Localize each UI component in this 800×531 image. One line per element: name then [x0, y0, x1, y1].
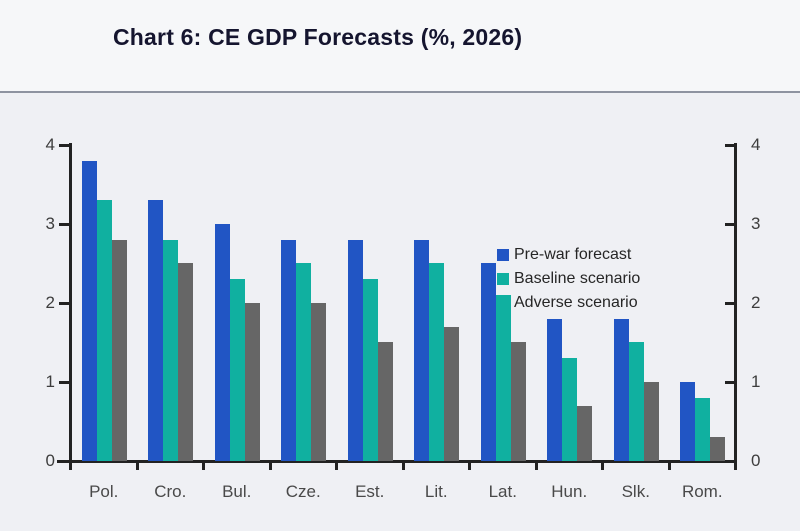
chart-bar: [296, 263, 311, 461]
x-axis: [57, 460, 737, 463]
x-tick: [667, 460, 671, 470]
x-tick: [534, 460, 538, 470]
legend-item: Baseline scenario: [497, 267, 640, 291]
chart-bar: [244, 303, 260, 461]
y-tick-right: [725, 460, 737, 463]
x-tick: [268, 460, 272, 470]
x-category-label: Pol.: [89, 482, 119, 501]
legend-label: Adverse scenario: [514, 294, 638, 311]
y-tick-label-left: 3: [45, 214, 55, 233]
chart-area: Pre-war forecast Baseline scenario Adverse…: [0, 93, 800, 531]
legend-item: Pre-war forecast: [497, 243, 640, 267]
chart-bar: [643, 382, 659, 461]
chart-bar: [613, 319, 629, 461]
y-tick-right: [725, 223, 737, 226]
chart-title: Chart 6: CE GDP Forecasts (%, 2026): [113, 24, 523, 50]
y-tick-right: [725, 381, 737, 384]
chart-bar: [362, 279, 378, 461]
x-tick: [135, 460, 139, 470]
chart-bar: [377, 342, 393, 461]
chart-bar: [96, 200, 112, 461]
chart-bar: [347, 240, 363, 461]
chart-bar: [429, 263, 444, 461]
chart-bar: [562, 358, 577, 461]
x-category-label: Cze.: [285, 482, 321, 501]
y-tick-label-left: 4: [45, 135, 55, 154]
x-category-label: Lat.: [488, 482, 517, 501]
x-tick: [335, 460, 338, 470]
x-tick: [734, 460, 737, 470]
x-tick: [202, 460, 205, 470]
y-tick-left: [58, 460, 71, 463]
y-tick-label-right: 4: [751, 135, 761, 154]
chart-bar: [111, 240, 127, 461]
legend-swatch: [497, 273, 509, 285]
y-tick-left: [58, 381, 71, 384]
chart-bar: [680, 382, 695, 461]
y-tick-left: [58, 144, 71, 147]
legend-item: Adverse scenario: [497, 291, 640, 315]
chart-bar: [628, 342, 644, 461]
chart-bar: [229, 279, 245, 461]
legend-label: Pre-war forecast: [514, 246, 632, 263]
chart-bar: [547, 319, 562, 461]
x-tick: [468, 460, 471, 470]
chart-header: Chart 6: CE GDP Forecasts (%, 2026): [0, 0, 800, 91]
x-category-label: Slk.: [621, 482, 650, 501]
y-tick-label-left: 1: [45, 372, 55, 391]
chart-bar: [495, 295, 511, 461]
chart-bar: [577, 406, 592, 461]
y-tick-label-right: 2: [751, 293, 761, 312]
chart-bar: [480, 263, 496, 461]
y-tick-label-left: 0: [45, 451, 55, 470]
chart-bar: [444, 327, 459, 461]
y-axis-right: [734, 143, 737, 470]
chart-legend: Pre-war forecast Baseline scenario Adverse…: [497, 243, 640, 315]
x-category-label: Lit.: [424, 482, 448, 501]
x-category-label: Rom.: [681, 482, 723, 501]
chart-bar: [214, 224, 230, 461]
chart-bar: [148, 200, 163, 461]
y-tick-left: [58, 223, 71, 226]
y-axis-left: [69, 143, 72, 470]
chart-bar: [163, 240, 178, 461]
y-tick-right: [725, 302, 737, 305]
chart-bar: [695, 398, 710, 461]
legend-swatch: [497, 249, 509, 261]
y-tick-label-right: 3: [751, 214, 761, 233]
chart-bar: [510, 342, 526, 461]
y-tick-label-left: 2: [45, 293, 55, 312]
x-tick: [601, 460, 604, 470]
chart-bar: [178, 263, 193, 461]
y-tick-right: [725, 144, 737, 147]
chart-bar: [414, 240, 429, 461]
legend-label: Baseline scenario: [514, 270, 641, 287]
x-category-label: Hun.: [551, 482, 588, 501]
x-category-label: Bul.: [222, 482, 252, 501]
y-tick-label-right: 1: [751, 372, 761, 391]
chart-bar: [710, 437, 725, 461]
chart-bar: [311, 303, 326, 461]
chart-bar: [281, 240, 296, 461]
x-category-label: Cro.: [154, 482, 187, 501]
y-tick-label-right: 0: [751, 451, 761, 470]
x-tick: [401, 460, 405, 470]
x-category-label: Est.: [355, 482, 385, 501]
x-tick: [69, 460, 72, 470]
chart-bar: [81, 161, 97, 461]
header-divider: [0, 91, 800, 93]
y-tick-left: [58, 302, 71, 305]
